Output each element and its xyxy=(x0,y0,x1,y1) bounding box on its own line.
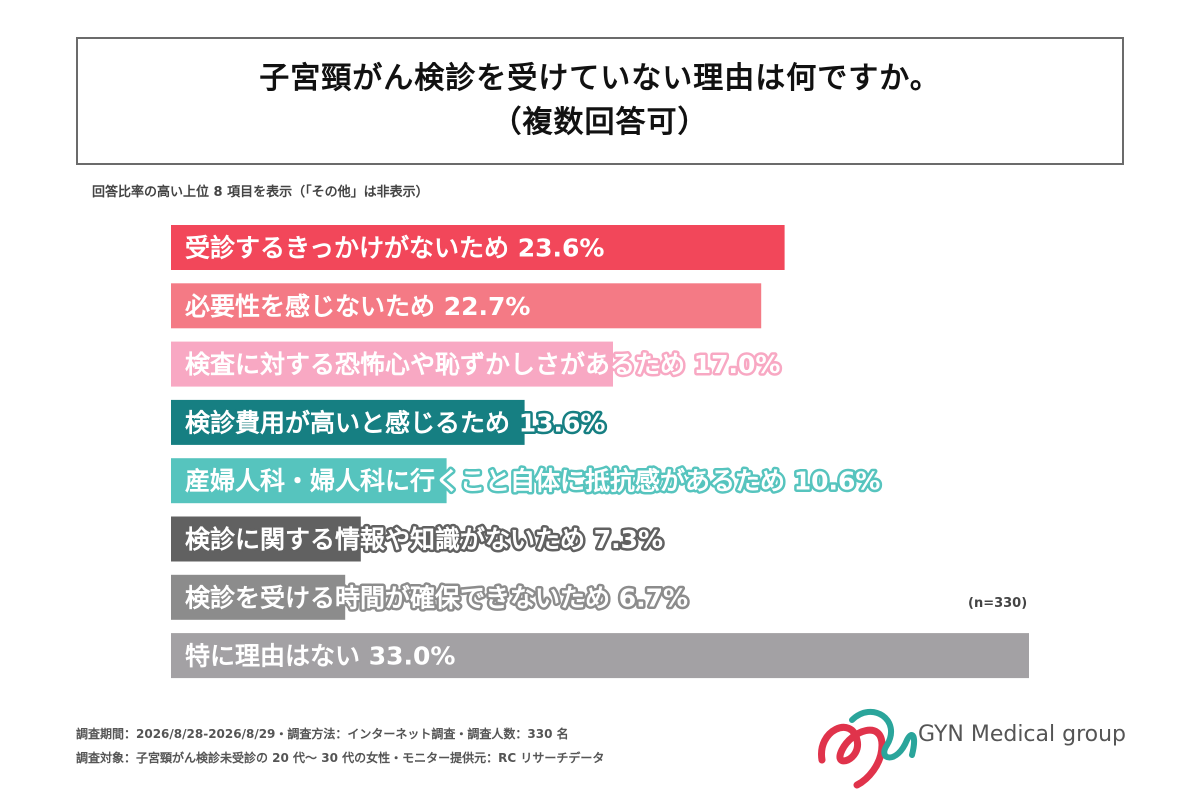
bar-7 xyxy=(171,574,346,620)
bar-label-7: 検診を受ける時間が確保できないため 6.7% xyxy=(185,583,688,612)
category-label-6: 検診に関する情報や知識がないため xyxy=(185,525,585,554)
bar-5 xyxy=(171,458,447,504)
sample-size-note: (n=330) xyxy=(968,596,1028,611)
footer-line2: 調査対象：子宮頸がん検診未受診の 20 代〜 30 代の女性・モニター提供元：R… xyxy=(76,751,605,765)
bar-label-2: 必要性を感じないため 22.7% xyxy=(185,292,530,321)
bar-label-3: 検査に対する恐怖心や恥ずかしさがあるため 17.0% xyxy=(185,350,780,379)
chart-title-line1: 子宮頸がん検診を受けていない理由は何ですか。 xyxy=(259,61,941,96)
bar-1 xyxy=(171,225,785,270)
value-label-4: 13.6% xyxy=(519,408,606,437)
category-label-5: 産婦人科・婦人科に行くこと自体に抵抗感があるため xyxy=(185,467,785,496)
bar-8 xyxy=(171,633,1029,679)
logo-mark-icon xyxy=(818,708,918,789)
value-label-8: 33.0% xyxy=(369,642,456,671)
bar-label-5: 産婦人科・婦人科に行くこと自体に抵抗感があるため 10.6% xyxy=(185,467,880,496)
category-label-8: 特に理由はない xyxy=(185,642,360,671)
value-label-7: 6.7% xyxy=(619,583,688,612)
bar-label-1: 受診するきっかけがないため 23.6% xyxy=(185,234,604,263)
title-box: 子宮頸がん検診を受けていない理由は何ですか。 （複数回答可） xyxy=(76,37,1124,165)
category-label-2: 必要性を感じないため xyxy=(185,292,435,321)
bar-6 xyxy=(171,516,361,562)
bar-label-6: 検診に関する情報や知識がないため 7.3% xyxy=(185,525,663,554)
survey-footer: 調査期間：2026/8/28-2026/8/29・調査方法：インターネット調査・… xyxy=(76,722,604,770)
value-label-6: 7.3% xyxy=(594,525,663,554)
bar-label-8: 特に理由はない 33.0% xyxy=(185,642,455,671)
value-label-3: 17.0% xyxy=(694,350,781,379)
category-label-7: 検診を受ける時間が確保できないため xyxy=(185,583,610,612)
bar-3 xyxy=(171,341,613,387)
category-label-3: 検査に対する恐怖心や恥ずかしさがあるため xyxy=(185,350,685,379)
bar-label-4: 検診費用が高いと感じるため 13.6% xyxy=(185,408,605,437)
category-label-4: 検診費用が高いと感じるため xyxy=(185,408,510,437)
value-label-1: 23.6% xyxy=(518,234,605,263)
category-label-1: 受診するきっかけがないため xyxy=(185,234,509,263)
value-label-2: 22.7% xyxy=(444,292,531,321)
bar-2 xyxy=(171,283,762,329)
footer-line1: 調査期間：2026/8/28-2026/8/29・調査方法：インターネット調査・… xyxy=(76,727,569,741)
value-label-5: 10.6% xyxy=(794,467,881,496)
bar-4 xyxy=(171,399,525,445)
logo-text: GYN Medical group xyxy=(918,722,1127,747)
chart-title-line2: （複数回答可） xyxy=(491,105,709,140)
chart-note: 回答比率の高い上位 8 項目を表示（「その他」は非表示） xyxy=(92,185,429,200)
